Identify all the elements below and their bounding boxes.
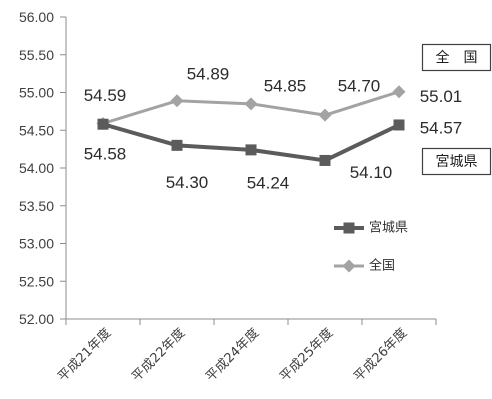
annotation-miyagi-text: 宮城県 xyxy=(436,154,478,170)
national-data-point xyxy=(170,94,184,108)
miyagi-data-label: 54.24 xyxy=(247,173,290,192)
miyagi-data-point xyxy=(245,144,257,156)
y-axis-ticks: 52.00 52.50 53.00 53.50 54.00 54.50 55.00 55.50… xyxy=(19,9,66,327)
x-tick-label: 平成22年度 xyxy=(129,325,189,385)
legend-label-miyagi: 宮城県 xyxy=(369,220,408,236)
x-tick-label: 平成26年度 xyxy=(351,325,411,385)
annotation-national-box xyxy=(421,43,492,72)
national-data-label: 54.85 xyxy=(264,76,307,95)
annotation-national: 全 国 xyxy=(421,43,492,72)
x-axis-ticks: 平成21年度 平成22年度 平成24年度 平成25年度 平成26年度 xyxy=(55,319,437,385)
y-tick-label: 52.00 xyxy=(19,311,54,327)
miyagi-data-point xyxy=(393,119,405,131)
y-tick-label: 55.00 xyxy=(19,85,54,101)
y-tick-label: 52.50 xyxy=(19,273,54,289)
miyagi-data-point xyxy=(171,139,183,151)
y-tick-label: 55.50 xyxy=(19,47,54,63)
annotation-miyagi: 宮城県 xyxy=(421,147,492,176)
legend-label-national: 全国 xyxy=(369,258,395,274)
national-data-label: 55.01 xyxy=(420,87,463,106)
annotation-national-text: 全 国 xyxy=(436,49,478,66)
y-tick-label: 56.00 xyxy=(19,9,54,25)
national-data-label: 54.70 xyxy=(338,77,381,96)
y-tick-label: 53.50 xyxy=(19,198,54,214)
miyagi-data-label: 54.57 xyxy=(420,118,463,137)
y-tick-label: 54.50 xyxy=(19,122,54,138)
x-tick-label: 平成24年度 xyxy=(203,325,263,385)
legend-marker-national xyxy=(342,259,356,273)
national-data-point xyxy=(244,97,258,111)
legend-item-national: 全国 xyxy=(334,258,395,274)
national-data-point xyxy=(318,108,332,122)
miyagi-data-label: 54.30 xyxy=(166,173,209,192)
miyagi-data-label: 54.58 xyxy=(84,145,127,164)
miyagi-data-point xyxy=(319,154,331,166)
national-data-label: 54.89 xyxy=(187,64,230,83)
x-tick-label: 平成25年度 xyxy=(277,325,337,385)
y-tick-label: 53.00 xyxy=(19,236,54,252)
miyagi-data-label: 54.10 xyxy=(350,163,393,182)
series-layer xyxy=(96,85,406,166)
national-data-label: 54.59 xyxy=(84,86,127,105)
legend-marker-miyagi xyxy=(343,222,355,234)
data-labels: 54.59 54.89 54.85 54.70 55.01 54.58 54.30 54.24… xyxy=(84,64,463,192)
x-tick-label: 平成21年度 xyxy=(55,325,115,385)
national-data-point xyxy=(392,85,406,99)
legend-item-miyagi: 宮城県 xyxy=(334,220,408,236)
annotation-miyagi-box xyxy=(421,147,492,176)
miyagi-data-point xyxy=(97,118,109,130)
y-tick-label: 54.00 xyxy=(19,160,54,176)
